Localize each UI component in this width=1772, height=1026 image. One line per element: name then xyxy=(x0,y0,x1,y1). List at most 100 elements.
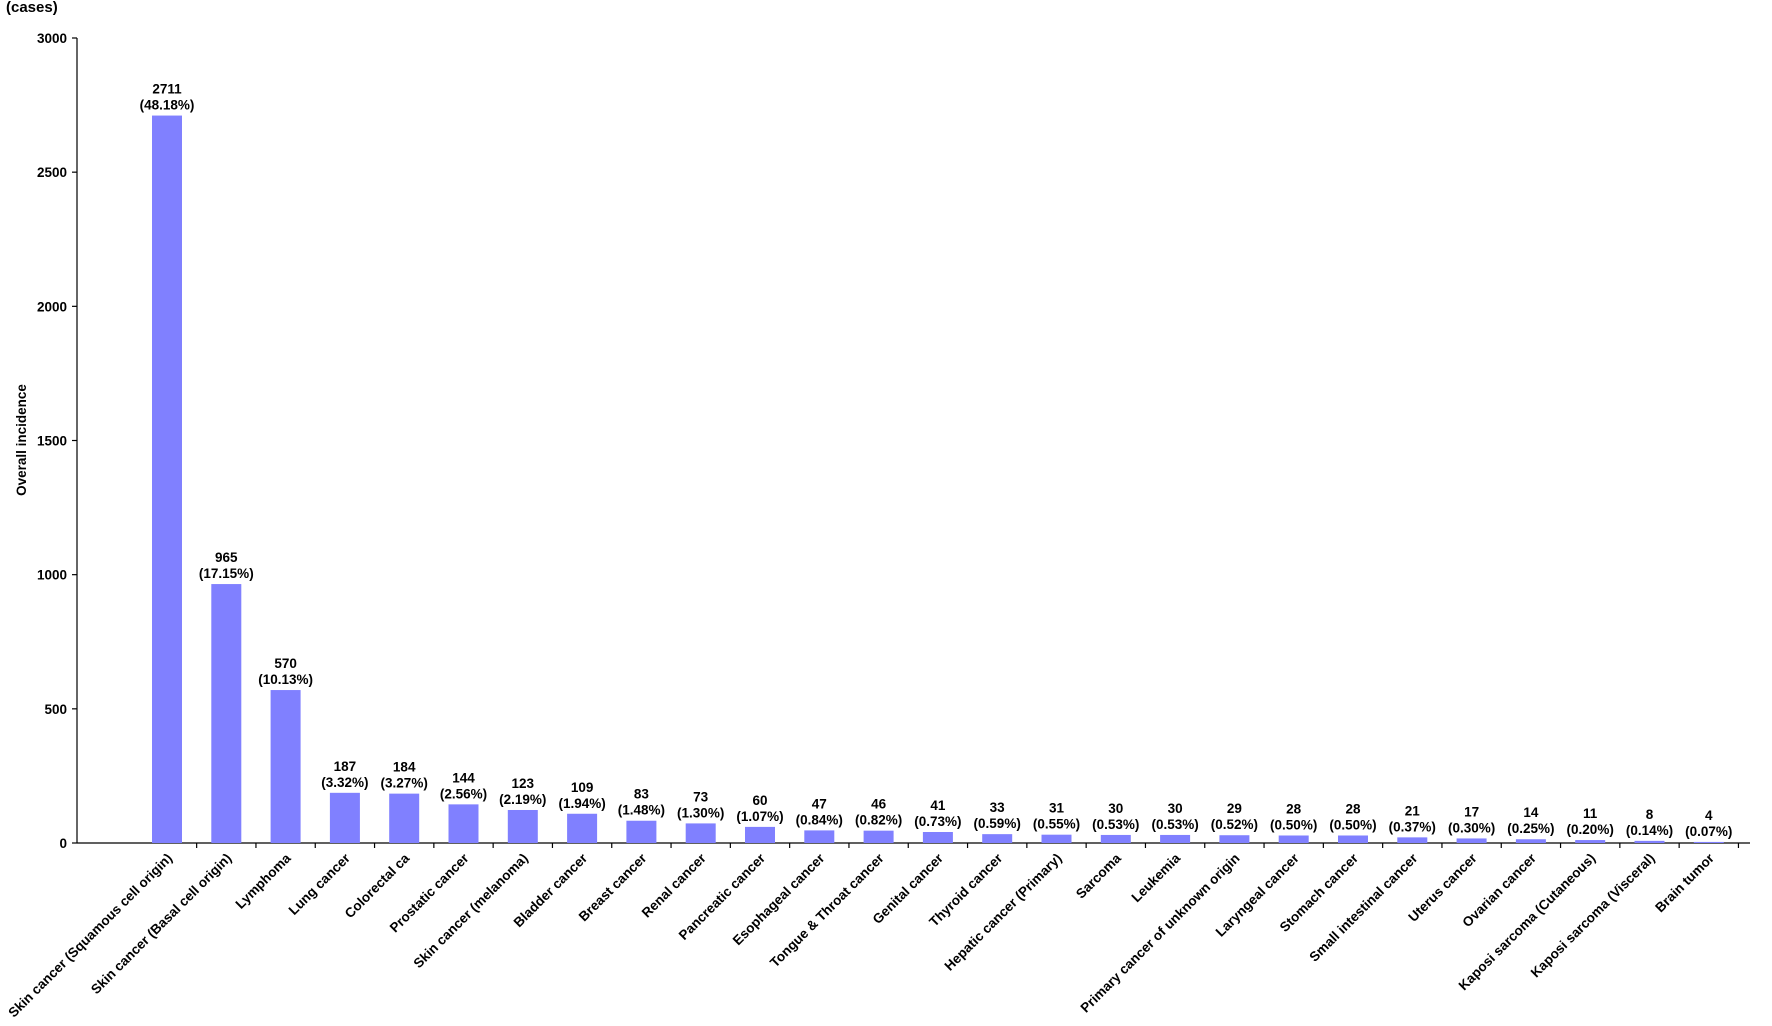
percent-label: (3.27%) xyxy=(381,776,428,791)
value-label: 73 xyxy=(693,789,709,804)
percent-label: (1.94%) xyxy=(558,796,605,811)
bar xyxy=(863,830,894,843)
percent-label: (0.25%) xyxy=(1507,821,1554,836)
x-tick-label: Leukemia xyxy=(1129,850,1184,905)
value-label: 60 xyxy=(752,793,767,808)
bar xyxy=(152,115,182,843)
bar xyxy=(1515,839,1546,843)
value-label: 4 xyxy=(1705,808,1713,823)
bar xyxy=(270,690,301,843)
percent-label: (0.30%) xyxy=(1448,820,1495,835)
bar xyxy=(1456,838,1487,843)
percent-label: (0.73%) xyxy=(914,814,961,829)
value-label: 2711 xyxy=(152,82,182,97)
value-label: 33 xyxy=(990,800,1006,815)
x-tick-label: Kaposi sarcoma (Visceral) xyxy=(1528,851,1658,981)
bar xyxy=(1693,841,1724,843)
bar xyxy=(1160,834,1191,843)
bar xyxy=(1100,834,1131,843)
percent-label: (0.20%) xyxy=(1567,822,1614,837)
value-label: 965 xyxy=(215,550,238,565)
percent-label: (0.50%) xyxy=(1329,817,1376,832)
y-tick-label: 2500 xyxy=(37,165,67,180)
x-tick-label: Tongue & Throat cancer xyxy=(767,850,887,970)
bar xyxy=(567,813,598,843)
x-tick-label: Hepatic cancer (Primary) xyxy=(942,851,1065,974)
x-tick-label: Sarcoma xyxy=(1073,850,1124,901)
y-tick-label: 3000 xyxy=(37,31,67,46)
value-label: 570 xyxy=(274,656,297,671)
value-label: 21 xyxy=(1405,803,1421,818)
bar xyxy=(211,584,242,843)
bar xyxy=(1219,835,1250,843)
value-label: 17 xyxy=(1464,804,1479,819)
percent-label: (0.53%) xyxy=(1151,817,1198,832)
x-tick-label: Small intestinal cancer xyxy=(1306,850,1421,965)
bar xyxy=(922,831,953,843)
value-label: 14 xyxy=(1523,805,1539,820)
bar xyxy=(626,820,657,843)
percent-label: (0.84%) xyxy=(796,812,843,827)
bar xyxy=(1278,835,1309,843)
value-label: 41 xyxy=(930,798,946,813)
y-tick-label: 500 xyxy=(44,702,67,717)
x-tick-label: Brain tumor xyxy=(1652,850,1717,915)
percent-label: (3.32%) xyxy=(321,775,368,790)
value-label: 187 xyxy=(334,759,357,774)
value-label: 30 xyxy=(1168,801,1183,816)
value-label: 109 xyxy=(571,780,594,795)
percent-label: (10.13%) xyxy=(258,672,313,687)
percent-label: (0.14%) xyxy=(1626,823,1673,838)
value-label: 47 xyxy=(812,796,827,811)
y-tick-label: 1500 xyxy=(37,434,67,449)
percent-label: (2.56%) xyxy=(440,786,487,801)
bar xyxy=(745,826,775,843)
value-label: 28 xyxy=(1345,801,1361,816)
x-tick-label: Lymphoma xyxy=(233,850,295,912)
value-label: 83 xyxy=(634,787,650,802)
y-tick-label: 0 xyxy=(59,836,67,851)
bar xyxy=(389,793,420,843)
value-label: 184 xyxy=(393,760,416,775)
bar xyxy=(329,792,360,843)
percent-label: (0.59%) xyxy=(974,816,1021,831)
percent-label: (0.82%) xyxy=(855,813,902,828)
percent-label: (1.07%) xyxy=(736,809,783,824)
x-tick-label: Skin cancer (melanoma) xyxy=(410,851,530,971)
value-label: 123 xyxy=(512,776,535,791)
value-label: 8 xyxy=(1646,807,1654,822)
bar xyxy=(448,804,479,843)
percent-label: (0.37%) xyxy=(1389,819,1436,834)
value-label: 144 xyxy=(452,770,475,785)
percent-label: (48.18%) xyxy=(140,98,195,113)
y-tick-label: 1000 xyxy=(37,568,67,583)
bar xyxy=(1397,837,1428,843)
percent-label: (0.53%) xyxy=(1092,817,1139,832)
percent-label: (17.15%) xyxy=(199,566,254,581)
value-label: 29 xyxy=(1227,801,1242,816)
percent-label: (0.50%) xyxy=(1270,817,1317,832)
bar xyxy=(1575,840,1606,843)
value-label: 31 xyxy=(1049,801,1065,816)
y-axis-title: Overall incidence xyxy=(14,384,29,496)
value-label: 28 xyxy=(1286,801,1302,816)
bar xyxy=(685,823,716,843)
percent-label: (0.55%) xyxy=(1033,817,1080,832)
bar xyxy=(1338,835,1368,843)
value-label: 46 xyxy=(871,797,887,812)
percent-label: (2.19%) xyxy=(499,792,546,807)
percent-label: (0.07%) xyxy=(1685,824,1732,839)
percent-label: (1.30%) xyxy=(677,805,724,820)
percent-label: (1.48%) xyxy=(618,803,665,818)
y-unit: (cases) xyxy=(6,0,58,16)
bar xyxy=(1634,840,1665,843)
bar xyxy=(804,830,835,843)
value-label: 11 xyxy=(1583,806,1598,821)
y-tick-label: 2000 xyxy=(37,299,67,314)
bar xyxy=(982,834,1013,843)
bar xyxy=(1041,834,1072,843)
percent-label: (0.52%) xyxy=(1211,817,1258,832)
bar xyxy=(507,809,538,843)
value-label: 30 xyxy=(1108,801,1123,816)
